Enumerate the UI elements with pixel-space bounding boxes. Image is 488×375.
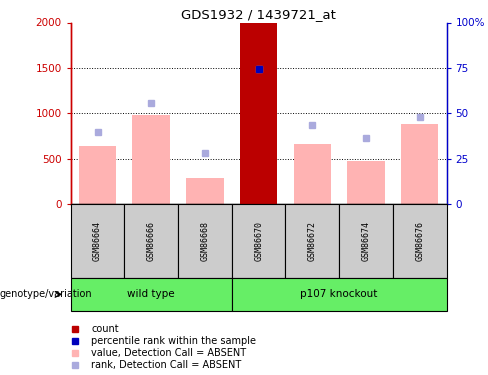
Bar (393, 204, 447, 278)
Text: GSM86674: GSM86674 (362, 221, 370, 261)
Text: wild type: wild type (127, 290, 175, 299)
Bar (401, 124, 439, 204)
Bar (71, 278, 232, 311)
Text: p107 knockout: p107 knockout (301, 290, 378, 299)
Text: GSM86676: GSM86676 (415, 221, 424, 261)
Text: percentile rank within the sample: percentile rank within the sample (91, 336, 256, 346)
Text: count: count (91, 324, 119, 334)
Bar (294, 144, 331, 204)
Text: GSM86672: GSM86672 (308, 221, 317, 261)
Bar (232, 204, 285, 278)
Bar (79, 146, 116, 204)
Bar (339, 204, 393, 278)
Text: GSM86668: GSM86668 (201, 221, 209, 261)
Bar (133, 115, 170, 204)
Bar (347, 161, 385, 204)
Bar (178, 204, 232, 278)
Bar (186, 177, 224, 204)
Bar (71, 204, 124, 278)
Text: value, Detection Call = ABSENT: value, Detection Call = ABSENT (91, 348, 246, 358)
Bar (232, 278, 447, 311)
Text: GSM86666: GSM86666 (147, 221, 156, 261)
Bar (124, 204, 178, 278)
Text: GSM86664: GSM86664 (93, 221, 102, 261)
Bar (240, 22, 278, 204)
Text: rank, Detection Call = ABSENT: rank, Detection Call = ABSENT (91, 360, 242, 370)
Text: genotype/variation: genotype/variation (0, 290, 93, 299)
Title: GDS1932 / 1439721_at: GDS1932 / 1439721_at (181, 8, 336, 21)
Bar (285, 204, 339, 278)
Text: GSM86670: GSM86670 (254, 221, 263, 261)
